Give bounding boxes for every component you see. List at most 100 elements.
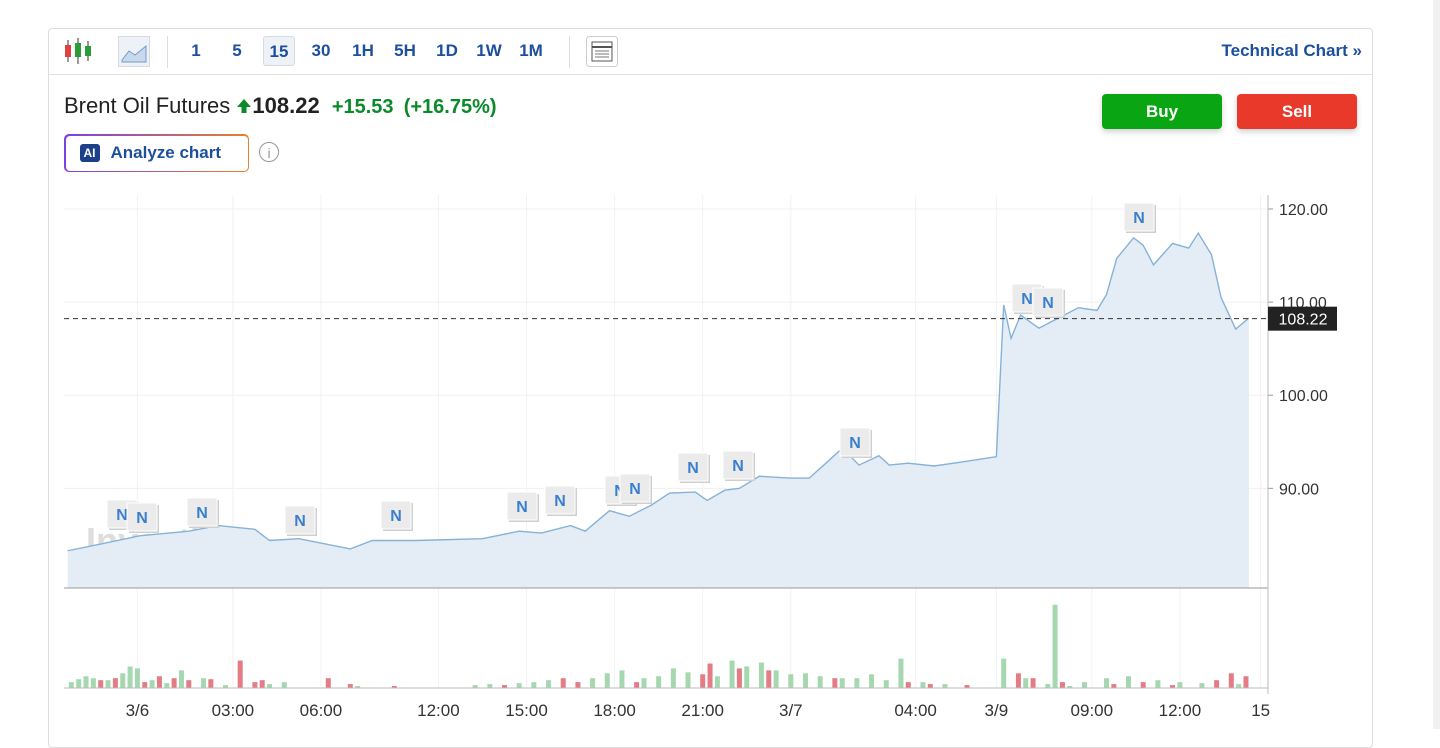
toolbar [49, 29, 1372, 75]
volume-bar [186, 680, 192, 688]
volume-bar [267, 684, 273, 688]
x-tick-label: 04:00 [894, 701, 937, 720]
news-label: N [849, 435, 861, 452]
news-label: N [196, 505, 208, 522]
volume-bar [1170, 685, 1176, 688]
volume-bar [729, 660, 735, 688]
news-label: N [687, 460, 699, 477]
volume-bar [839, 678, 845, 688]
interval-button[interactable]: 30 [311, 41, 331, 60]
table-icon[interactable] [586, 36, 618, 67]
interval-button[interactable]: 1D [436, 41, 458, 60]
volume-bar [656, 676, 662, 688]
volume-bar [347, 684, 353, 688]
news-marker [1123, 202, 1155, 232]
volume-bar [1067, 686, 1073, 688]
interval-button[interactable]: 5 [232, 41, 242, 60]
volume-bar [832, 678, 838, 688]
analyze-text: Analyze chart [110, 143, 222, 162]
volume-bar [1015, 673, 1021, 688]
title: Brent Oil Futures [64, 93, 231, 118]
technical-chart-link[interactable]: Technical Chart » [1222, 41, 1362, 61]
volume-bar [927, 684, 933, 688]
volume-bar [817, 676, 823, 688]
volume-bar [802, 673, 808, 688]
interval-button[interactable]: 1 [191, 41, 201, 60]
volume-bar [1081, 682, 1087, 688]
volume-bar [1045, 684, 1051, 688]
sell-button[interactable]: Sell [1237, 94, 1357, 129]
volume-bar [1214, 680, 1220, 688]
price: 108.22 [252, 93, 320, 118]
volume-bar [634, 682, 640, 688]
volume-bar [1236, 684, 1242, 688]
analyze-button[interactable]: AI Analyze chart [64, 134, 249, 172]
volume-bar [707, 663, 713, 688]
volume-bar [575, 682, 581, 688]
volume-bar [281, 682, 287, 688]
volume-bar [854, 678, 860, 688]
volume-bar [560, 678, 566, 688]
x-tick-label: 3/9 [985, 701, 1009, 720]
volume-bar [1052, 604, 1058, 688]
volume-bar [76, 679, 82, 688]
volume-bar [1177, 682, 1183, 688]
volume-bar [1199, 683, 1205, 688]
volume-bar [905, 682, 911, 688]
up-arrow [237, 99, 252, 113]
volume-bar [942, 684, 948, 688]
y-tick-label: 100.00 [1279, 388, 1328, 405]
info-icon[interactable]: i [259, 142, 279, 162]
volume-bar [758, 662, 764, 688]
x-tick-label: 18:00 [593, 701, 636, 720]
interval-button[interactable]: 15 [263, 36, 295, 66]
volume-bar [898, 658, 904, 688]
interval-button[interactable]: 1M [519, 41, 543, 60]
news-label: N [294, 513, 306, 530]
volume-bar [223, 685, 229, 688]
news-label: N [116, 507, 128, 524]
volume-bar [1140, 682, 1146, 688]
volume-bar [788, 674, 794, 688]
buy-button[interactable]: Buy [1102, 94, 1222, 129]
volume-bar [487, 684, 493, 688]
news-marker [677, 452, 709, 482]
news-label: N [1021, 291, 1033, 308]
volume-bar [546, 680, 552, 688]
volume-bar [501, 685, 507, 688]
volume-bar [619, 670, 625, 688]
x-tick-label: 3/7 [779, 701, 803, 720]
x-tick-label: 03:00 [212, 701, 255, 720]
news-marker [506, 491, 538, 521]
volume-bar [516, 683, 522, 688]
volume-bar [736, 668, 742, 688]
volume-bar [120, 673, 126, 688]
x-tick-label: 15:00 [505, 701, 548, 720]
volume-bar [1243, 676, 1249, 688]
interval-button[interactable]: 5H [394, 41, 416, 60]
volume-bar [259, 680, 265, 688]
news-label: N [516, 499, 528, 516]
interval-button[interactable]: 1W [476, 41, 502, 60]
x-tick-label: 09:00 [1071, 701, 1114, 720]
volume-bar [766, 670, 772, 688]
link-text: Technical Chart [1221, 41, 1348, 60]
volume-bar [964, 685, 970, 688]
volume-bar [590, 678, 596, 688]
volume-bar [208, 679, 214, 688]
volume-bar [142, 682, 148, 688]
y-tick-label: 120.00 [1279, 202, 1328, 219]
x-tick-label: 3/6 [126, 701, 150, 720]
volume-bar [685, 672, 691, 688]
area-icon[interactable] [118, 36, 150, 67]
volume-bar [920, 682, 926, 688]
volume-bar [178, 670, 184, 688]
x-tick-label: 21:00 [681, 701, 724, 720]
news-label: N [732, 458, 744, 475]
news-marker [380, 500, 412, 530]
candle-icon[interactable] [62, 36, 94, 68]
volume-bar [112, 678, 118, 688]
interval-button[interactable]: 1H [352, 41, 374, 60]
volume-bar [604, 673, 610, 688]
news-marker [284, 505, 316, 535]
